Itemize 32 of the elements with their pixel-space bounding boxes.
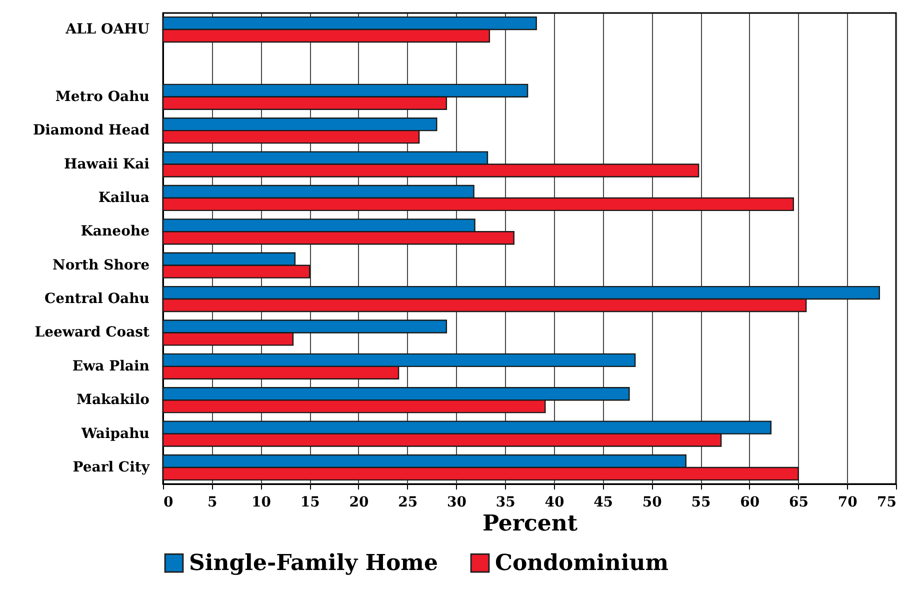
x-tick-label: 15 xyxy=(300,494,320,510)
x-tick-label: 40 xyxy=(544,494,564,510)
legend-label: Single-Family Home xyxy=(189,550,438,576)
x-tick-label: 50 xyxy=(642,494,662,510)
y-tick-label: Hawaii Kai xyxy=(64,156,150,172)
y-tick-label: Kailua xyxy=(98,190,150,206)
y-tick-label: Ewa Plain xyxy=(72,358,150,374)
x-tick-label: 35 xyxy=(496,494,516,510)
legend-label: Condominium xyxy=(495,550,668,576)
x-axis-title: Percent xyxy=(482,510,578,536)
x-tick-label: 75 xyxy=(877,494,896,510)
x-tick-label: 10 xyxy=(251,494,272,510)
y-tick-label: North Shore xyxy=(52,257,150,274)
y-tick-label: Makakilo xyxy=(76,392,150,408)
x-tick-label: 65 xyxy=(789,494,809,510)
y-tick-label: ALL OAHU xyxy=(64,22,150,38)
x-tick-label: 70 xyxy=(838,494,858,510)
y-tick-label: Central Oahu xyxy=(44,291,150,308)
x-tick-label: 5 xyxy=(207,494,218,510)
x-tick-label: 55 xyxy=(691,494,711,510)
y-tick-label: Metro Oahu xyxy=(55,88,150,105)
y-tick-label: Leeward Coast xyxy=(34,324,150,341)
y-tick-label: Diamond Head xyxy=(32,122,150,139)
x-tick-label: 20 xyxy=(349,494,369,510)
x-tick-label: 45 xyxy=(594,494,614,510)
x-tick-label: 0 xyxy=(164,494,174,510)
y-tick-label: Kaneohe xyxy=(80,224,150,240)
x-tick-label: 25 xyxy=(398,494,418,510)
x-tick-label: 60 xyxy=(740,494,760,510)
y-tick-label: Waipahu xyxy=(80,426,150,442)
y-tick-label: Pearl City xyxy=(72,459,150,476)
x-tick-label: 30 xyxy=(446,494,467,510)
